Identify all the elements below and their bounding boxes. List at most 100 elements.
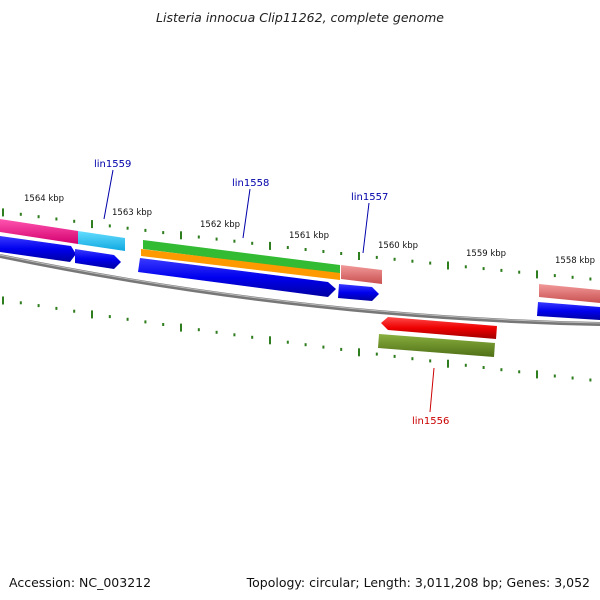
scale-tick <box>55 306 58 310</box>
scale-tick <box>180 323 182 332</box>
cds-forward-5[interactable] <box>537 302 600 320</box>
scale-tick <box>358 252 360 260</box>
scale-tick <box>73 309 76 313</box>
scale-tick <box>322 250 325 253</box>
scale-tick <box>500 368 503 372</box>
cds-forward-3-lin1558[interactable] <box>138 258 336 297</box>
feature-salmon-right[interactable] <box>539 284 600 303</box>
scale-tick <box>162 323 165 326</box>
scale-tick <box>19 212 22 216</box>
scale-tick <box>269 336 271 345</box>
scale-tick <box>269 241 271 250</box>
scale-tick <box>429 261 432 265</box>
scale-ticks-lower <box>2 296 592 382</box>
scale-tick <box>108 315 111 319</box>
scale-tick <box>37 304 40 308</box>
scale-tick <box>215 330 218 334</box>
genome-summary-text: Topology: circular; Length: 3,011,208 bp… <box>246 575 590 590</box>
scale-tick <box>144 228 147 232</box>
scale-tick <box>340 252 343 255</box>
scale-tick <box>144 320 147 324</box>
feature-cyan[interactable] <box>78 231 125 251</box>
scale-tick <box>197 235 200 239</box>
scale-tick <box>322 345 325 349</box>
scale-tick <box>286 246 289 249</box>
scale-tick <box>589 378 592 382</box>
gene-label-lin1557[interactable]: lin1557 <box>351 192 388 203</box>
feature-salmon-lin1557[interactable] <box>341 265 382 284</box>
scale-tick <box>73 219 76 223</box>
scale-tick <box>518 370 521 374</box>
cds-forward-1[interactable] <box>0 236 76 262</box>
leader-lin1558 <box>242 188 251 239</box>
scale-tick <box>464 265 467 269</box>
kbp-label-1561: 1561 kbp <box>289 231 329 241</box>
scale-tick <box>482 267 485 271</box>
feature-green[interactable] <box>143 240 340 274</box>
gene-label-lin1558[interactable]: lin1558 <box>232 178 269 189</box>
scale-tick <box>251 241 254 245</box>
scale-tick <box>340 347 343 351</box>
scale-tick <box>286 340 289 344</box>
cds-forward-4-lin1557[interactable] <box>338 284 379 301</box>
scale-tick <box>2 208 4 217</box>
scale-tick <box>589 277 592 281</box>
scale-ticks-upper <box>2 208 592 281</box>
kbp-label-1563: 1563 kbp <box>112 208 152 218</box>
scale-tick <box>536 270 538 279</box>
scale-tick <box>553 274 556 278</box>
scale-tick <box>251 335 254 339</box>
map-title: Listeria innocua Clip11262, complete gen… <box>156 10 444 25</box>
scale-tick <box>108 224 111 228</box>
scale-tick <box>126 226 129 230</box>
scale-tick <box>571 275 574 279</box>
cds-reverse-track <box>378 317 497 357</box>
genome-backbone <box>0 254 600 326</box>
scale-tick <box>447 359 449 368</box>
scale-tick <box>553 374 556 378</box>
kbp-label-1559: 1559 kbp <box>466 249 506 259</box>
scale-tick <box>304 248 307 251</box>
scale-tick <box>536 370 538 379</box>
cds-forward-track <box>0 236 600 320</box>
leader-lin1556 <box>429 367 435 413</box>
scale-tick <box>411 259 414 263</box>
scale-tick <box>411 357 414 361</box>
scale-tick <box>447 261 449 270</box>
feature-track-upper <box>0 219 600 303</box>
scale-tick <box>233 239 236 243</box>
scale-tick <box>375 352 378 356</box>
leader-lin1557 <box>362 202 370 254</box>
scale-tick <box>393 354 396 358</box>
scale-tick <box>91 220 93 229</box>
scale-tick <box>464 363 467 367</box>
scale-tick <box>91 310 93 319</box>
accession-text: Accession: NC_003212 <box>9 575 152 590</box>
feature-pink[interactable] <box>0 219 78 244</box>
scale-tick <box>358 348 360 357</box>
feature-orange[interactable] <box>141 249 340 280</box>
scale-tick <box>500 268 503 272</box>
scale-tick <box>126 317 129 321</box>
cds-reverse-lin1556[interactable] <box>381 317 497 339</box>
kbp-label-1562: 1562 kbp <box>200 220 240 230</box>
gene-label-lin1559[interactable]: lin1559 <box>94 159 131 170</box>
scale-tick <box>393 257 396 261</box>
scale-tick <box>180 231 182 240</box>
kbp-label-1560: 1560 kbp <box>378 241 418 251</box>
scale-tick <box>304 343 307 347</box>
scale-tick <box>233 333 236 337</box>
feature-olive-lin1556[interactable] <box>378 334 495 357</box>
scale-tick <box>571 376 574 380</box>
scale-tick <box>375 255 378 259</box>
scale-tick <box>482 366 485 369</box>
scale-tick <box>215 237 218 241</box>
genome-backbone-highlight <box>0 254 600 324</box>
kbp-label-1558: 1558 kbp <box>555 256 595 266</box>
cds-forward-2-lin1559[interactable] <box>75 249 121 269</box>
scale-tick <box>37 215 40 219</box>
gene-label-lin1556[interactable]: lin1556 <box>412 416 449 427</box>
scale-tick <box>55 217 58 221</box>
